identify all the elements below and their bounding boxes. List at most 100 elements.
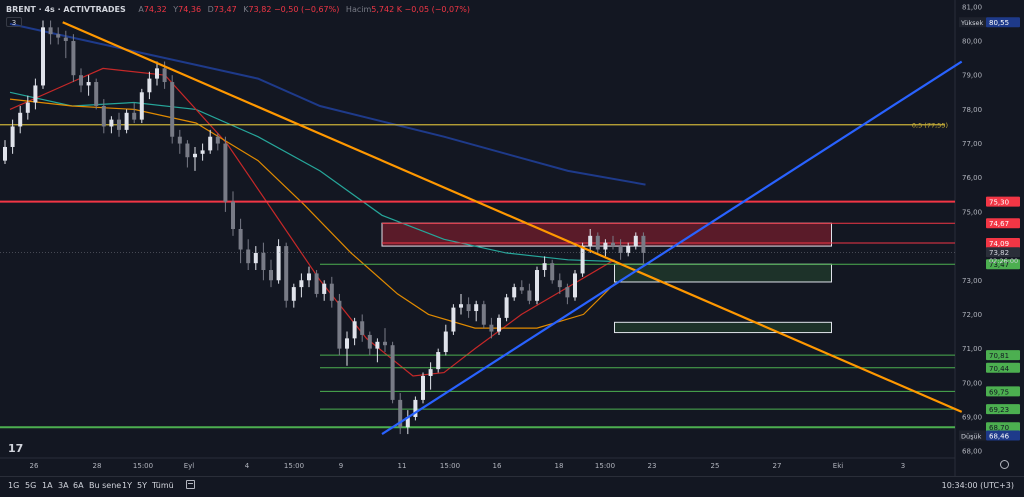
candle-body[interactable] bbox=[565, 287, 570, 298]
candle-body[interactable] bbox=[504, 297, 509, 318]
candle-body[interactable] bbox=[246, 249, 251, 264]
candle-body[interactable] bbox=[10, 126, 15, 147]
candle-body[interactable] bbox=[291, 287, 296, 301]
timeframe-6a[interactable]: 6A bbox=[73, 481, 84, 490]
candle-body[interactable] bbox=[633, 235, 638, 247]
moving-average-orange[interactable] bbox=[9, 98, 615, 329]
candle-body[interactable] bbox=[451, 307, 456, 332]
candle-body[interactable] bbox=[147, 78, 152, 93]
candle-body[interactable] bbox=[170, 82, 175, 137]
candle-body[interactable] bbox=[193, 153, 197, 158]
candle-body[interactable] bbox=[611, 242, 615, 247]
candle-body[interactable] bbox=[208, 136, 213, 151]
candle-body[interactable] bbox=[71, 41, 76, 76]
timeframe-all[interactable]: Tümü bbox=[152, 481, 174, 490]
candle-body[interactable] bbox=[48, 27, 53, 35]
candle-body[interactable] bbox=[428, 369, 433, 376]
candle-body[interactable] bbox=[390, 345, 395, 400]
candle-body[interactable] bbox=[459, 304, 463, 308]
candle-body[interactable] bbox=[101, 105, 106, 127]
candle-body[interactable] bbox=[25, 102, 30, 113]
candle-body[interactable] bbox=[489, 324, 494, 332]
timeframe-5g[interactable]: 5G bbox=[25, 481, 37, 490]
candle-body[interactable] bbox=[314, 273, 319, 294]
downtrend-line[interactable] bbox=[62, 21, 963, 413]
candle-body[interactable] bbox=[86, 82, 91, 86]
candle-body[interactable] bbox=[367, 334, 372, 349]
uptrend-line[interactable] bbox=[381, 60, 963, 435]
timeframe-5y[interactable]: 5Y bbox=[137, 481, 147, 490]
timeframe-3a[interactable]: 3A bbox=[58, 481, 69, 490]
candle-body[interactable] bbox=[231, 201, 235, 229]
candle-body[interactable] bbox=[497, 317, 501, 332]
candle-body[interactable] bbox=[41, 27, 45, 86]
candle-body[interactable] bbox=[481, 304, 486, 325]
candle-body[interactable] bbox=[276, 246, 281, 281]
gear-icon[interactable] bbox=[1000, 460, 1009, 469]
candle-body[interactable] bbox=[580, 246, 585, 274]
candle-body[interactable] bbox=[63, 37, 68, 42]
indicator-toggle-button[interactable]: 3 bbox=[6, 17, 22, 27]
candle-body[interactable] bbox=[18, 112, 23, 127]
candle-body[interactable] bbox=[519, 287, 524, 291]
candle-body[interactable] bbox=[345, 338, 349, 349]
calendar-icon[interactable] bbox=[186, 480, 195, 489]
candle-body[interactable] bbox=[261, 252, 266, 271]
timeframe-1g[interactable]: 1G bbox=[8, 481, 20, 490]
candle-body[interactable] bbox=[269, 270, 273, 281]
candle-body[interactable] bbox=[542, 263, 547, 271]
candle-body[interactable] bbox=[443, 331, 448, 353]
candle-body[interactable] bbox=[398, 399, 403, 428]
candle-body[interactable] bbox=[421, 375, 425, 400]
candle-body[interactable] bbox=[307, 273, 311, 281]
candle-body[interactable] bbox=[618, 246, 623, 253]
candle-body[interactable] bbox=[200, 150, 205, 154]
candle-body[interactable] bbox=[557, 280, 562, 288]
clock-readout[interactable]: 10:34:00 (UTC+3) bbox=[941, 481, 1014, 490]
moving-average-teal[interactable] bbox=[9, 91, 615, 263]
candle-body[interactable] bbox=[466, 304, 471, 312]
candle-body[interactable] bbox=[162, 68, 167, 83]
candle-body[interactable] bbox=[626, 246, 631, 253]
moving-average-navy[interactable] bbox=[9, 22, 646, 186]
candle-body[interactable] bbox=[360, 321, 365, 335]
candle-body[interactable] bbox=[588, 235, 593, 247]
support-zone[interactable] bbox=[614, 263, 832, 283]
candle-body[interactable] bbox=[3, 146, 7, 161]
timeframe-ytd[interactable]: Bu sene bbox=[89, 481, 122, 490]
candle-body[interactable] bbox=[329, 283, 334, 301]
candle-body[interactable] bbox=[413, 399, 418, 417]
candle-body[interactable] bbox=[352, 321, 357, 339]
support-zone[interactable] bbox=[614, 321, 832, 334]
candle-body[interactable] bbox=[375, 341, 380, 349]
candle-body[interactable] bbox=[405, 416, 410, 428]
candle-body[interactable] bbox=[124, 112, 129, 130]
timeframe-1y[interactable]: 1Y bbox=[122, 481, 132, 490]
candle-body[interactable] bbox=[550, 263, 555, 281]
candle-body[interactable] bbox=[284, 246, 289, 301]
candle-body[interactable] bbox=[641, 235, 646, 253]
candle-body[interactable] bbox=[573, 273, 577, 298]
candle-body[interactable] bbox=[383, 341, 387, 346]
moving-average-red[interactable] bbox=[9, 67, 615, 377]
candle-body[interactable] bbox=[155, 68, 159, 79]
candle-body[interactable] bbox=[512, 287, 517, 298]
candle-body[interactable] bbox=[436, 352, 441, 370]
symbol-name[interactable]: BRENT · 4s · ACTIVTRADES bbox=[6, 5, 126, 14]
candle-body[interactable] bbox=[238, 229, 243, 250]
candle-body[interactable] bbox=[299, 280, 304, 288]
candle-body[interactable] bbox=[215, 136, 220, 144]
candle-body[interactable] bbox=[535, 270, 539, 301]
candle-body[interactable] bbox=[33, 85, 38, 103]
candle-body[interactable] bbox=[79, 75, 83, 86]
candle-body[interactable] bbox=[253, 252, 258, 264]
candle-body[interactable] bbox=[322, 283, 327, 294]
candle-body[interactable] bbox=[109, 119, 114, 127]
candle-body[interactable] bbox=[117, 119, 121, 130]
timeframe-1a[interactable]: 1A bbox=[42, 481, 53, 490]
candle-body[interactable] bbox=[94, 82, 99, 106]
candle-body[interactable] bbox=[527, 290, 532, 301]
candle-body[interactable] bbox=[139, 92, 144, 120]
candle-body[interactable] bbox=[185, 143, 190, 158]
